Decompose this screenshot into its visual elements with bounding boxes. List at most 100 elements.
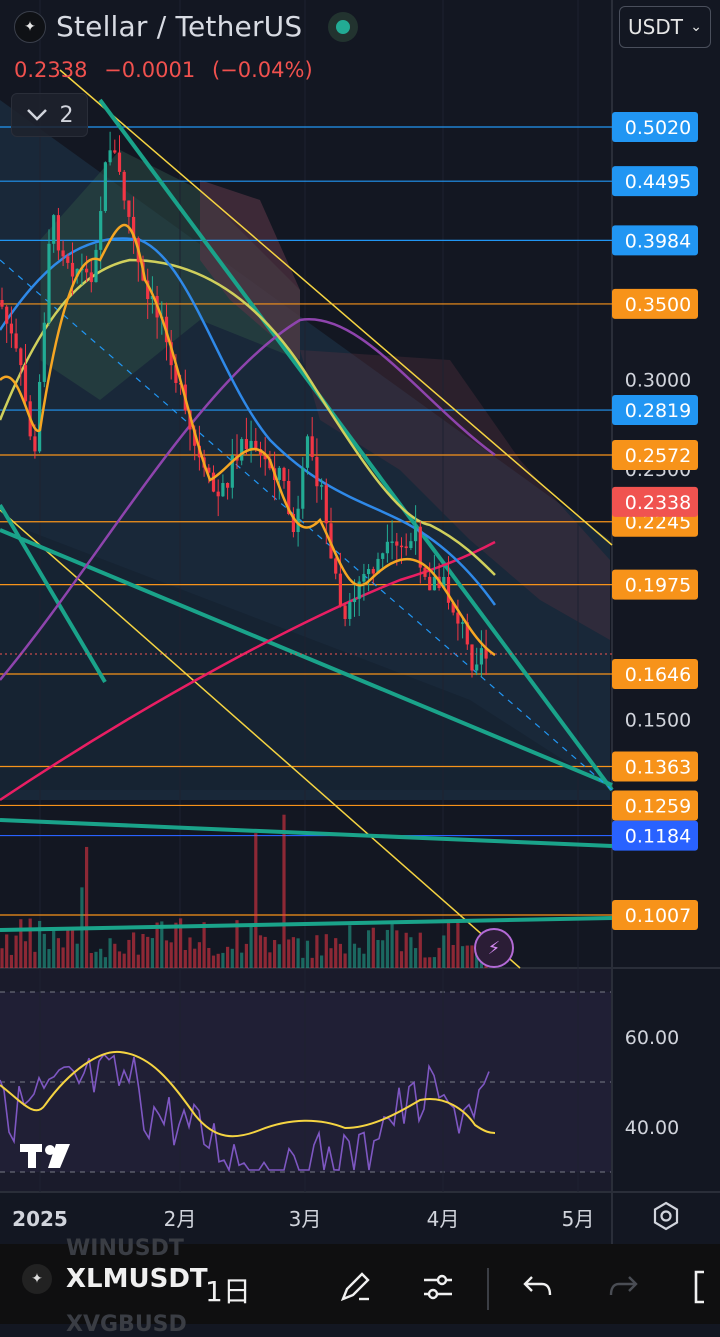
price-badge bbox=[612, 486, 698, 517]
candle-body bbox=[484, 648, 488, 659]
volume-bar bbox=[122, 953, 126, 968]
volume-bar bbox=[5, 934, 9, 968]
price-badge-label: 0.1007 bbox=[625, 905, 691, 927]
volume-bar bbox=[446, 922, 451, 968]
volume-bar bbox=[338, 943, 342, 968]
time-axis-label: 4月 bbox=[427, 1207, 460, 1231]
candle-body bbox=[14, 333, 18, 349]
candle-body bbox=[461, 622, 465, 624]
undo-icon[interactable] bbox=[517, 1266, 559, 1308]
trendline-green-2 bbox=[0, 528, 613, 787]
volume-bar bbox=[103, 957, 107, 968]
ma-fast-line bbox=[0, 224, 496, 657]
candle-body bbox=[254, 440, 258, 450]
stellar-logo-icon: ✦ bbox=[22, 1264, 52, 1294]
candle-body bbox=[287, 480, 291, 515]
candle-body bbox=[470, 644, 474, 671]
volume-bar bbox=[334, 938, 338, 968]
candle-body bbox=[244, 439, 248, 450]
indicators-toggle-button[interactable]: 2 bbox=[11, 93, 88, 137]
volume-bar bbox=[42, 933, 46, 968]
candle-body bbox=[432, 576, 436, 591]
volume-bar bbox=[230, 948, 234, 968]
tradingview-logo-icon[interactable] bbox=[18, 1138, 76, 1172]
indicators-sliders-icon[interactable] bbox=[417, 1266, 459, 1308]
price-badge-label: 0.5020 bbox=[625, 117, 691, 139]
volume-bar bbox=[470, 945, 474, 968]
volume-bar bbox=[371, 927, 375, 968]
toolbar-divider bbox=[487, 1268, 489, 1310]
candle-body bbox=[371, 568, 375, 574]
settings-gear-icon[interactable] bbox=[650, 1200, 682, 1232]
market-status-icon[interactable] bbox=[328, 11, 359, 42]
stellar-logo-icon: ✦ bbox=[14, 10, 46, 43]
volume-bars bbox=[0, 814, 488, 968]
candle-body bbox=[310, 436, 314, 458]
volume-bar bbox=[150, 938, 154, 968]
candle-body bbox=[296, 508, 300, 533]
candle-body bbox=[395, 541, 399, 546]
candle-body bbox=[211, 472, 216, 492]
volume-bar bbox=[461, 946, 465, 968]
volume-bar bbox=[263, 936, 267, 968]
volume-bar bbox=[418, 932, 422, 968]
chevron-down-icon bbox=[26, 103, 48, 128]
symbol-selector[interactable]: ✦ XLMUSDT bbox=[22, 1264, 208, 1294]
candle-body bbox=[263, 455, 267, 460]
candle-body bbox=[409, 541, 413, 549]
drawing-pen-icon[interactable] bbox=[334, 1266, 376, 1308]
candle-body bbox=[390, 541, 394, 543]
fullscreen-icon[interactable] bbox=[686, 1266, 720, 1308]
redo-icon[interactable] bbox=[602, 1266, 644, 1308]
price-badge bbox=[612, 658, 698, 689]
symbol-title[interactable]: Stellar / TetherUS bbox=[56, 10, 303, 43]
volume-bar bbox=[94, 951, 98, 968]
time-axis-label: 5月 bbox=[562, 1207, 595, 1231]
candle-body bbox=[146, 280, 150, 300]
trendline-yellow-upper bbox=[59, 69, 613, 546]
volume-bar bbox=[423, 957, 427, 968]
volume-bar bbox=[23, 941, 28, 968]
candle-body bbox=[301, 467, 305, 509]
price-badge-label: 0.4495 bbox=[625, 171, 691, 193]
volume-bar bbox=[75, 943, 79, 968]
volume-bar bbox=[362, 953, 366, 968]
price-badge bbox=[612, 790, 698, 821]
candle-body bbox=[385, 541, 389, 554]
trendline-green-5 bbox=[0, 916, 613, 932]
volume-bar bbox=[141, 933, 145, 968]
volume-bar bbox=[127, 939, 131, 968]
candle-body bbox=[150, 296, 154, 300]
candle-body bbox=[75, 268, 79, 277]
lightning-icon[interactable]: ⚡ bbox=[474, 928, 514, 968]
volume-bar bbox=[324, 934, 328, 968]
candle-body bbox=[268, 459, 272, 469]
volume-bar bbox=[404, 932, 408, 968]
interval-selector[interactable]: 1日 bbox=[205, 1275, 251, 1308]
currency-select[interactable]: USDT ⌄ bbox=[619, 6, 711, 48]
volume-bar bbox=[399, 951, 404, 968]
price-axis-label: 0.1500 bbox=[625, 710, 691, 732]
volume-bar bbox=[254, 833, 258, 968]
volume-bar bbox=[202, 922, 206, 968]
volume-bar bbox=[437, 947, 441, 968]
candle-body bbox=[240, 439, 244, 461]
candle-body bbox=[451, 602, 455, 613]
volume-bar bbox=[33, 951, 37, 968]
candle-body bbox=[66, 256, 70, 263]
currency-label: USDT bbox=[628, 15, 683, 39]
volume-bar bbox=[99, 948, 103, 968]
ma-mid-line bbox=[0, 237, 497, 606]
volume-bar bbox=[66, 927, 70, 968]
volume-bar bbox=[52, 930, 56, 968]
rsi-ma-line bbox=[0, 1050, 496, 1138]
volume-bar bbox=[277, 944, 281, 968]
ghost-symbol-below: XVGBUSD bbox=[66, 1312, 187, 1337]
candle-body bbox=[0, 300, 4, 307]
candle-body bbox=[479, 648, 483, 665]
volume-bar bbox=[456, 919, 460, 968]
candle-body bbox=[305, 436, 310, 468]
volume-bar bbox=[320, 955, 324, 968]
